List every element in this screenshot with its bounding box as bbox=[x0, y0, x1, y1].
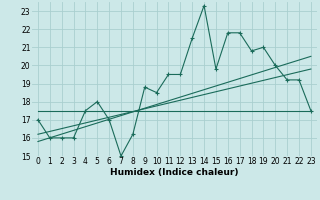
X-axis label: Humidex (Indice chaleur): Humidex (Indice chaleur) bbox=[110, 168, 239, 177]
